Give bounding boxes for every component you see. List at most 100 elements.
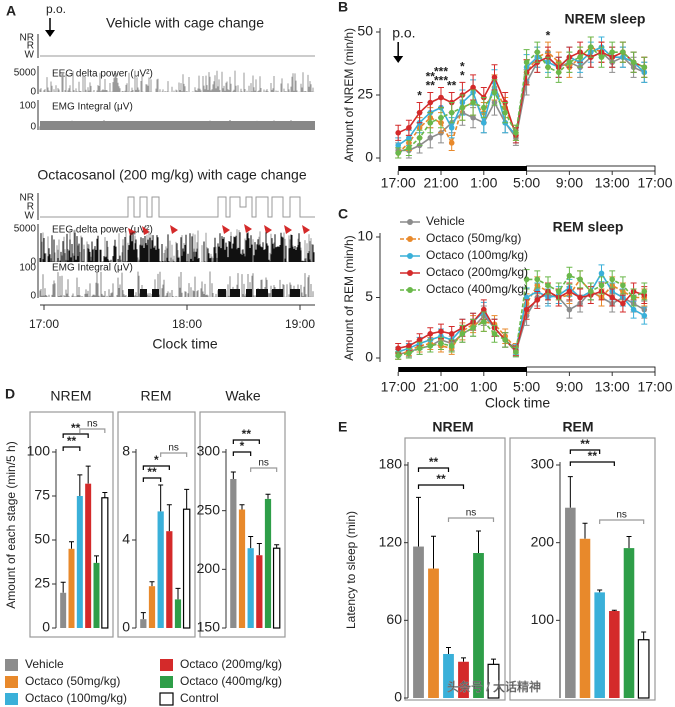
- bar-chart: E NREM Latency to sleep (min) 0 60 120 180 ** **…: [338, 419, 506, 705]
- data-point: [641, 288, 648, 295]
- error-bar: [626, 535, 632, 549]
- data-point: [480, 306, 487, 313]
- legend-label: Octaco (50mg/kg): [426, 231, 521, 245]
- legend-label: Vehicle: [426, 214, 465, 228]
- error-bar: [597, 589, 603, 593]
- significance: **: [426, 79, 436, 93]
- bracket: [62, 446, 81, 451]
- data-point: [534, 49, 541, 55]
- light-period: [526, 165, 656, 172]
- error-bar: [446, 647, 451, 654]
- data-point: [470, 99, 476, 106]
- y-axis-label: Latency to sleep (min): [344, 511, 358, 629]
- bracket: [160, 452, 188, 457]
- trace-label: EMG Integral (μV): [52, 102, 133, 113]
- error-bar: [175, 587, 181, 600]
- bracket: [569, 461, 615, 466]
- y-tick-label: 300: [531, 456, 555, 472]
- legend-marker: [407, 287, 413, 293]
- y-tick-label: 60: [386, 611, 402, 627]
- bar: [428, 568, 439, 698]
- significance: **: [71, 421, 81, 435]
- x-tick-label: 19:00: [285, 317, 315, 331]
- y-tick-label: 0: [30, 291, 36, 302]
- data-point: [406, 124, 412, 131]
- data-point: [395, 352, 401, 359]
- panel-box: [199, 411, 286, 638]
- significance: *: [460, 69, 465, 83]
- chart-title: NREM: [432, 419, 473, 435]
- error-bar: [149, 581, 155, 587]
- stage-label: W: [25, 211, 35, 222]
- bar: [272, 547, 281, 629]
- y-tick-label: 0: [365, 349, 373, 365]
- arrow-head: [45, 30, 55, 37]
- x-tick-label: 21:00: [423, 175, 458, 191]
- panel-box: [404, 437, 506, 701]
- watermark: 头条号 / 大话精神: [447, 680, 541, 694]
- error-bar: [60, 581, 66, 593]
- y-tick-label: 100: [19, 263, 36, 274]
- y-tick-label: 75: [34, 487, 50, 503]
- trace-label: EEG delta power (μV²): [52, 69, 153, 80]
- data-point: [502, 337, 508, 343]
- bar-chart: D NREM Amount of each stage (min/5 h) 0 25 50…: [4, 386, 114, 638]
- data-point: [566, 306, 573, 313]
- bar: [637, 639, 650, 699]
- stage-label: R: [27, 41, 34, 52]
- data-point: [545, 64, 551, 71]
- data-point: [416, 109, 423, 116]
- bracket: [232, 451, 252, 456]
- data-point: [566, 59, 573, 66]
- data-point: [577, 54, 583, 60]
- data-point: [427, 119, 434, 126]
- trace-band: [246, 289, 252, 297]
- bracket: [62, 433, 89, 438]
- bar: [238, 509, 246, 628]
- data-point: [630, 306, 637, 313]
- panel-box: [117, 411, 196, 638]
- panel-box: [509, 437, 656, 701]
- error-bar: [94, 555, 99, 563]
- legend-swatch: [5, 693, 18, 705]
- data-point: [448, 124, 455, 131]
- arrowhead: [244, 224, 252, 233]
- bar: [148, 586, 156, 628]
- bar: [565, 507, 576, 698]
- y-tick-label: 0: [394, 689, 402, 705]
- chart-title: NREM: [50, 388, 91, 404]
- trace-band: [128, 289, 134, 297]
- data-point: [555, 288, 562, 295]
- x-axis-label: Clock time: [152, 336, 218, 352]
- bracket: [569, 449, 601, 454]
- y-tick-label: 8: [122, 443, 130, 459]
- error-bar: [166, 504, 172, 532]
- bar: [594, 592, 605, 698]
- y-tick-label: 50: [357, 23, 373, 39]
- bar: [140, 619, 147, 628]
- panel-label: A: [6, 3, 16, 19]
- y-tick-label: 120: [379, 533, 403, 549]
- chart-title: NREM sleep: [565, 11, 646, 27]
- legend-label: Control: [180, 691, 219, 705]
- data-point: [406, 135, 412, 141]
- data-point: [395, 150, 401, 156]
- bar: [256, 555, 263, 628]
- data-point: [427, 99, 434, 106]
- line-chart: B NREM sleep Amount of NREM (min/h) 0 25 50 17…: [338, 0, 673, 191]
- significance: **: [426, 70, 436, 84]
- legend-swatch: [160, 676, 173, 688]
- hypnogram: [40, 196, 315, 218]
- data-point: [406, 145, 412, 151]
- significance: ns: [616, 510, 627, 521]
- y-tick-label: 250: [197, 501, 221, 517]
- bar: [247, 548, 254, 628]
- x-tick-label: 17:00: [637, 175, 672, 191]
- bar: [76, 496, 83, 628]
- data-point: [427, 331, 434, 337]
- data-point: [577, 276, 583, 283]
- y-tick-label: 200: [197, 560, 221, 576]
- x-tick-label: 5:00: [513, 175, 540, 191]
- error-bar: [611, 609, 617, 612]
- data-point: [491, 331, 498, 337]
